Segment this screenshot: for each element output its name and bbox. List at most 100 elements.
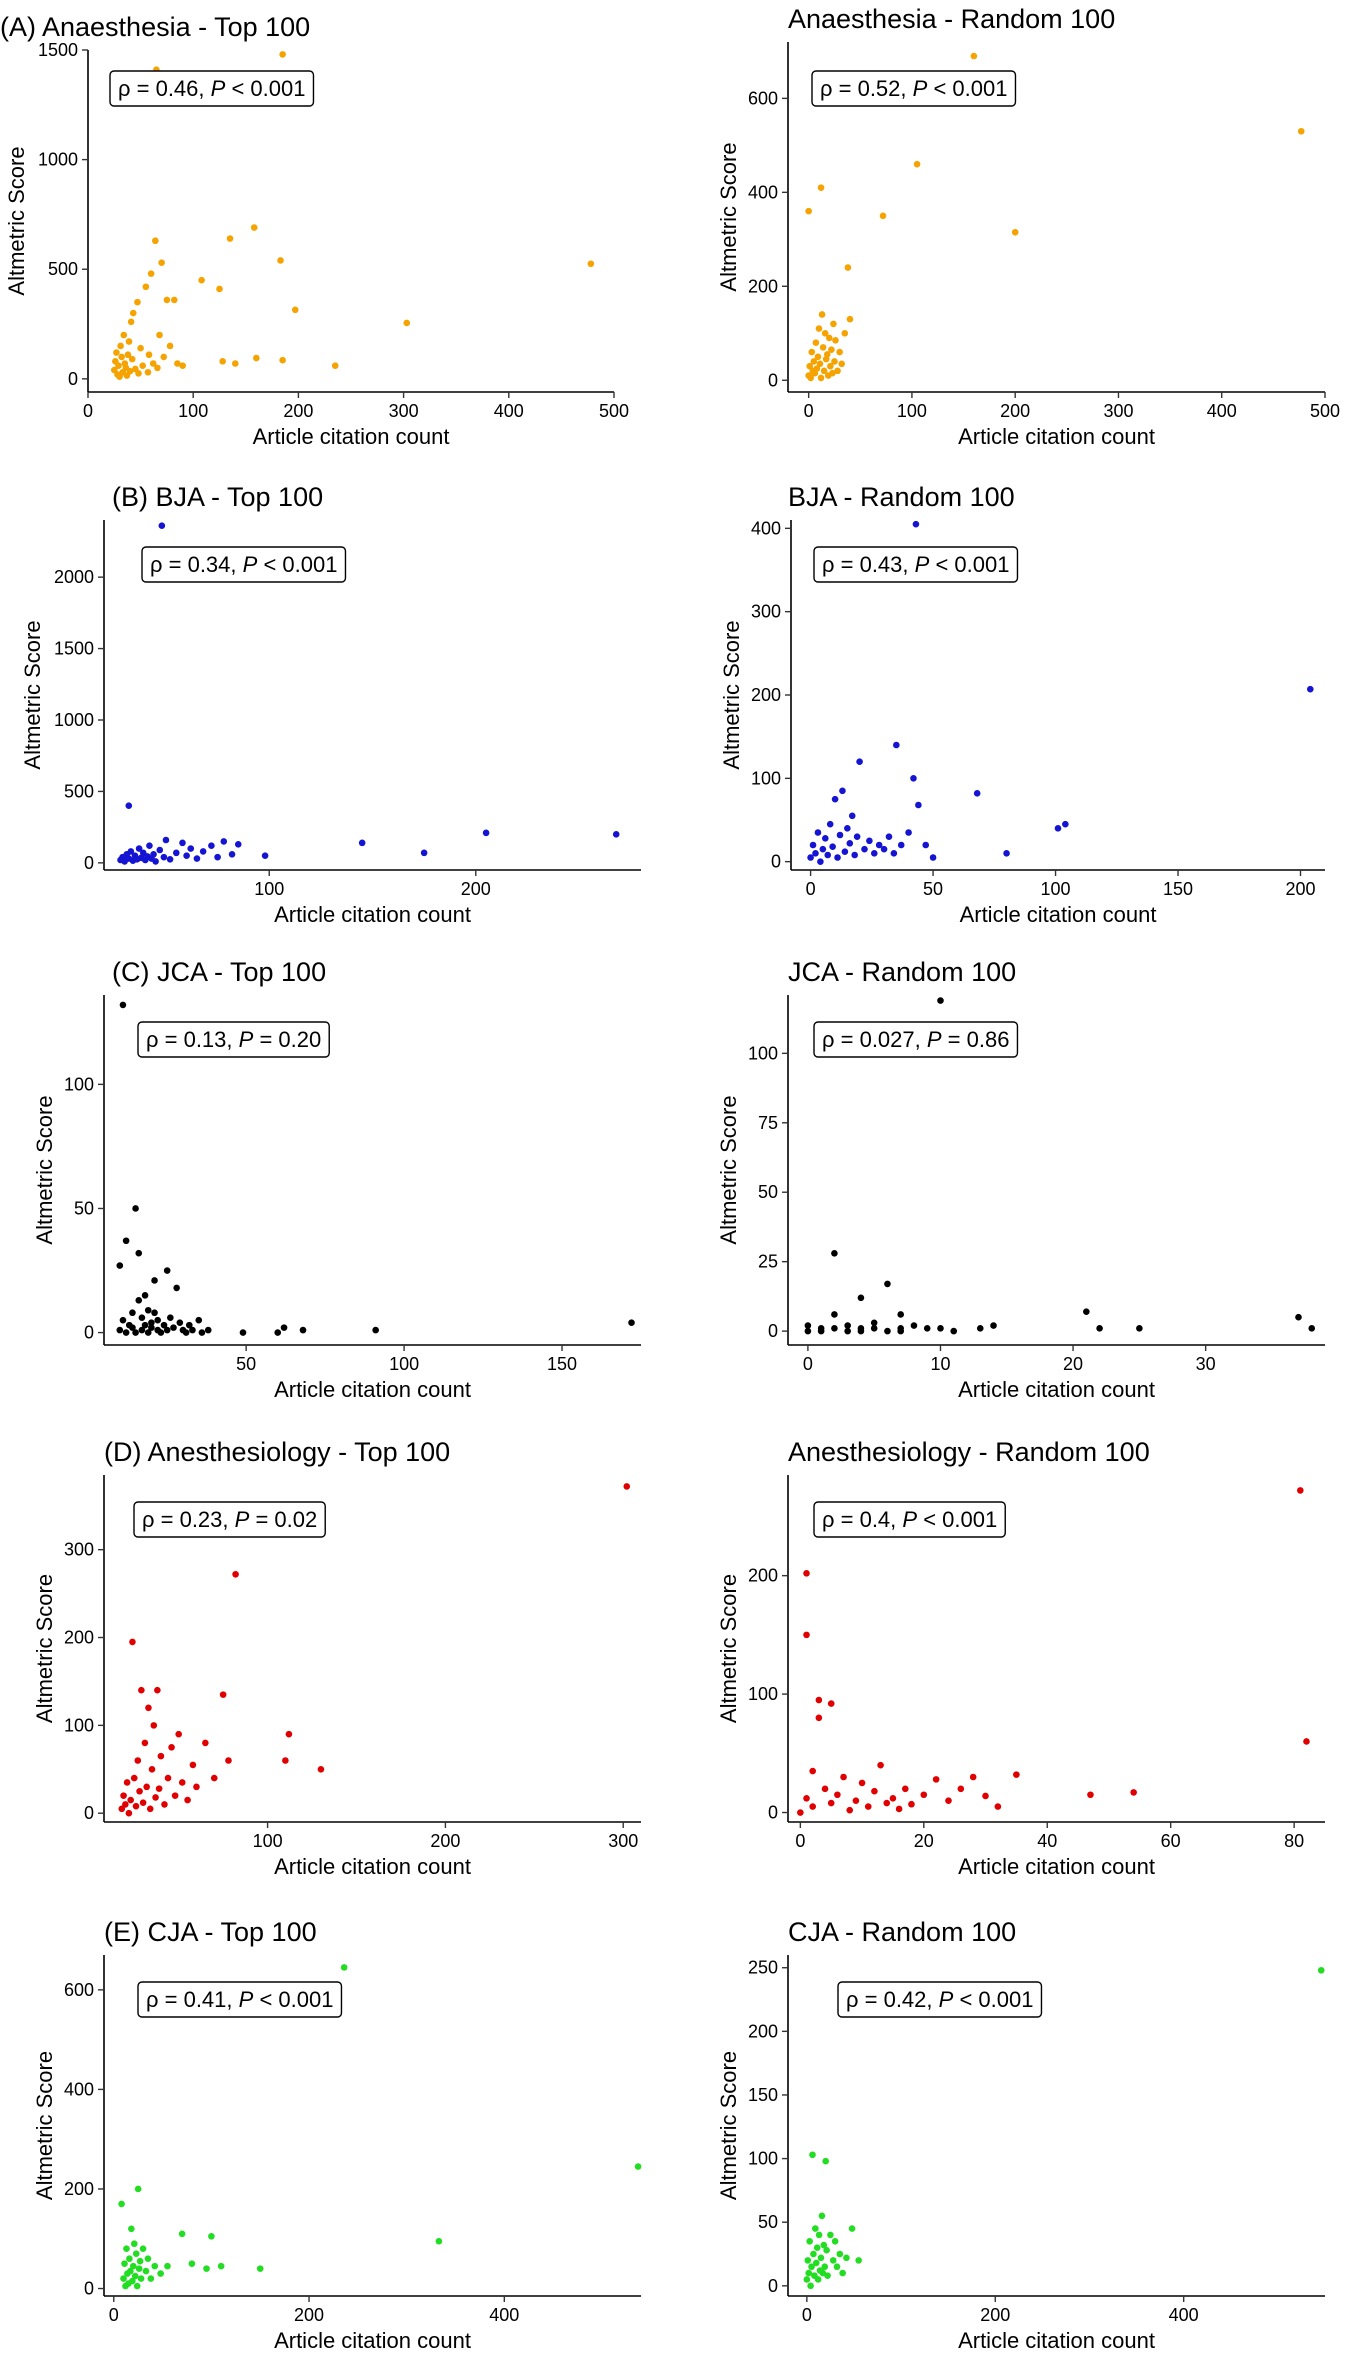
data-point (810, 2250, 817, 2258)
data-point (1308, 1325, 1316, 1332)
x-tick-label: 100 (1041, 879, 1071, 899)
y-axis-label: Altmetric Score (32, 1095, 57, 1244)
data-point (130, 2240, 138, 2248)
annotation-value: < 0.001 (253, 1987, 333, 2012)
y-tick-label: 100 (748, 1043, 778, 1063)
data-point (836, 2250, 844, 2258)
data-point (815, 2231, 823, 2239)
y-tick-label: 100 (748, 1684, 778, 1704)
data-point (198, 1329, 206, 1336)
panel-title: BJA - Random 100 (788, 482, 1015, 512)
data-point (807, 2282, 814, 2290)
data-point (806, 2237, 813, 2245)
data-point (141, 1321, 149, 1329)
x-axis-label: Article citation count (958, 1854, 1155, 1879)
panel-title: (C) JCA - Top 100 (112, 957, 326, 987)
data-point (317, 1765, 325, 1773)
data-point (139, 362, 147, 369)
data-point (833, 2263, 841, 2271)
y-tick-label: 50 (758, 1182, 778, 1202)
data-point (202, 1739, 209, 1747)
y-tick-label: 0 (68, 369, 78, 389)
data-point (1136, 1325, 1143, 1332)
data-point (870, 1325, 878, 1332)
data-point (806, 362, 813, 370)
x-axis-label: Article citation count (274, 2328, 471, 2353)
data-point (920, 1791, 928, 1799)
data-point (220, 838, 228, 845)
data-point (628, 1319, 635, 1326)
data-point (183, 852, 190, 860)
correlation-annotation: ρ = 0.027, P = 0.86 (822, 1027, 1009, 1052)
data-point (134, 1757, 142, 1764)
data-point (129, 309, 137, 317)
data-point (282, 1757, 289, 1764)
data-point (805, 2269, 813, 2277)
data-point (127, 318, 135, 326)
data-point (976, 1325, 984, 1332)
data-point (143, 1783, 150, 1791)
data-point (189, 1761, 197, 1769)
correlation-annotation: ρ = 0.23, P = 0.02 (142, 1507, 317, 1532)
x-axis-label: Article citation count (274, 1377, 471, 1402)
x-tick-label: 150 (1163, 879, 1193, 899)
data-point (137, 344, 144, 352)
data-point (1096, 1325, 1103, 1332)
data-point (138, 1326, 146, 1334)
panel-title: (A) Anaesthesia - Top 100 (0, 12, 310, 42)
data-point (141, 1292, 149, 1299)
data-point (857, 1294, 865, 1302)
y-axis-label: Altmetric Score (716, 142, 741, 291)
data-point (829, 2257, 837, 2264)
data-point (132, 1329, 139, 1336)
data-point (623, 1483, 631, 1490)
data-point (340, 1964, 348, 1971)
data-point (836, 831, 844, 839)
annotation-p: P (243, 552, 258, 577)
data-point (131, 2272, 139, 2280)
data-point (172, 849, 180, 857)
data-point (1003, 850, 1010, 857)
y-tick-label: 1000 (38, 150, 78, 170)
data-point (812, 2225, 819, 2232)
data-point (138, 1314, 146, 1321)
data-point (134, 2185, 142, 2193)
data-point (1054, 825, 1062, 832)
data-point (115, 362, 122, 369)
data-point (162, 836, 170, 844)
data-point (852, 1797, 860, 1804)
y-tick-label: 500 (64, 781, 94, 801)
data-point (135, 2265, 143, 2272)
data-point (969, 1773, 977, 1781)
data-point (193, 1783, 200, 1791)
data-point (166, 855, 174, 863)
data-point (176, 1319, 184, 1326)
data-point (121, 2260, 128, 2267)
panel-title: JCA - Random 100 (788, 957, 1016, 987)
y-axis-label: Altmetric Score (716, 1095, 741, 1244)
data-point (120, 1792, 127, 1799)
data-point (805, 207, 812, 215)
data-point (152, 237, 159, 245)
x-tick-label: 20 (1063, 1354, 1083, 1374)
data-point (1087, 1791, 1094, 1799)
data-point (915, 801, 922, 809)
data-point (219, 358, 226, 365)
y-tick-label: 100 (64, 1715, 94, 1735)
data-point (144, 368, 152, 376)
data-point (179, 839, 186, 847)
data-point (822, 2157, 829, 2165)
data-point (803, 1795, 810, 1802)
data-point (807, 374, 815, 382)
data-point (803, 1631, 810, 1639)
data-point (151, 1277, 158, 1284)
data-point (123, 1779, 131, 1786)
y-tick-label: 0 (84, 853, 94, 873)
data-point (274, 1329, 282, 1336)
annotation-p: P (239, 1027, 254, 1052)
x-axis-label: Article citation count (960, 902, 1157, 927)
data-point (178, 2230, 186, 2238)
data-point (846, 315, 854, 323)
data-point (161, 1801, 168, 1808)
annotation-rho: ρ = 0.34, (150, 552, 243, 577)
